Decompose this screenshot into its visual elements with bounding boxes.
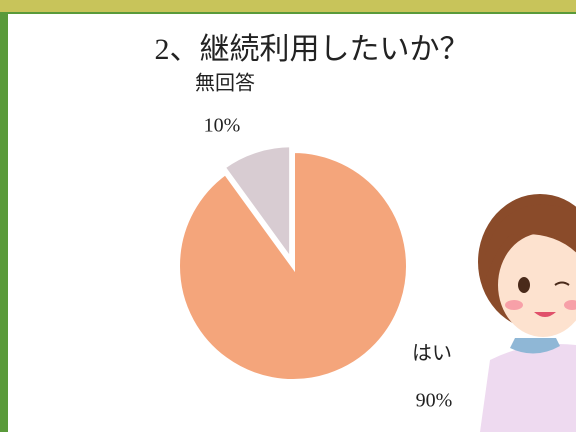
character-illustration (478, 194, 576, 432)
slice-label: はい (412, 343, 452, 365)
pie-slice (220, 143, 294, 267)
frame-top (0, 0, 576, 12)
value-label: 10% (204, 115, 241, 137)
pie (176, 143, 410, 383)
slice-label: 無回答 (195, 72, 255, 95)
chart-title: 2、継続利用したいか？ (155, 33, 470, 66)
pie-slice (176, 148, 410, 383)
value-label: 90% (416, 390, 453, 412)
